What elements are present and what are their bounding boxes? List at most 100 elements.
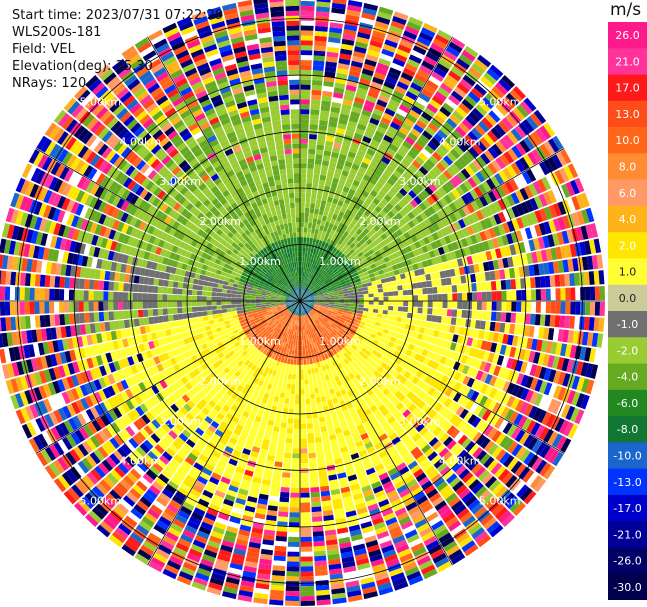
velocity-gate [363, 385, 371, 393]
velocity-gate [371, 173, 380, 182]
velocity-gate [348, 422, 356, 430]
velocity-gate [376, 373, 384, 381]
velocity-gate [265, 239, 271, 246]
velocity-gate [273, 311, 278, 315]
velocity-gate [270, 232, 276, 238]
velocity-gate [304, 302, 310, 305]
velocity-gate [390, 207, 399, 216]
velocity-gate [250, 186, 258, 193]
velocity-gate [159, 323, 166, 331]
velocity-gate [256, 294, 262, 297]
velocity-gate [303, 320, 305, 326]
velocity-gate [315, 278, 320, 283]
velocity-gate [401, 396, 410, 405]
velocity-gate [353, 158, 362, 166]
velocity-gate [244, 236, 251, 243]
velocity-gate [268, 268, 274, 274]
velocity-gate [447, 293, 453, 301]
velocity-gate [200, 215, 209, 224]
velocity-gate [260, 237, 266, 244]
velocity-gate [268, 358, 274, 364]
velocity-gate [284, 148, 292, 155]
velocity-gate [308, 148, 316, 155]
velocity-gate [251, 288, 258, 292]
velocity-gate [390, 173, 399, 183]
velocity-gate [433, 345, 441, 354]
velocity-gate [205, 325, 211, 332]
velocity-gate [248, 260, 254, 267]
velocity-gate [274, 320, 280, 326]
velocity-gate [275, 456, 284, 463]
velocity-gate [294, 310, 297, 315]
velocity-gate [184, 324, 191, 332]
velocity-gate [214, 201, 223, 210]
velocity-gate [304, 379, 309, 385]
velocity-gate [281, 213, 287, 220]
velocity-gate [280, 260, 284, 266]
velocity-gate [231, 416, 240, 424]
velocity-gate [279, 286, 284, 291]
velocity-gate [224, 213, 232, 221]
velocity-gate [201, 386, 210, 395]
velocity-gate [337, 251, 343, 257]
velocity-gate [324, 336, 329, 343]
velocity-gate [336, 432, 344, 439]
velocity-gate [284, 327, 288, 333]
velocity-gate [354, 175, 363, 183]
velocity-gate [177, 294, 183, 301]
velocity-gate [300, 251, 303, 257]
velocity-gate [305, 324, 308, 330]
velocity-gate [292, 448, 300, 454]
velocity-gate [260, 365, 267, 371]
velocity-gate [199, 257, 206, 264]
velocity-gate [232, 258, 238, 264]
velocity-gate [233, 400, 241, 408]
velocity-gate [219, 185, 228, 194]
velocity-gate [257, 274, 263, 279]
velocity-gate [296, 305, 299, 311]
velocity-gate [305, 202, 310, 208]
velocity-gate [289, 197, 295, 204]
velocity-gate [476, 292, 482, 301]
velocity-gate [340, 217, 347, 225]
velocity-gate [288, 408, 294, 414]
velocity-gate [191, 301, 197, 307]
velocity-gate [447, 301, 453, 309]
velocity-gate [276, 307, 282, 310]
velocity-gate [382, 328, 389, 335]
velocity-gate [358, 307, 364, 311]
velocity-gate [269, 322, 275, 328]
velocity-gate [138, 276, 145, 285]
velocity-gate [310, 310, 315, 315]
velocity-gate [376, 331, 383, 337]
velocity-gate [333, 260, 339, 267]
velocity-gate [338, 307, 344, 311]
velocity-gate [330, 182, 338, 189]
velocity-gate [410, 319, 417, 326]
velocity-gate [385, 391, 394, 400]
velocity-gate [113, 282, 119, 291]
velocity-gate [472, 301, 478, 310]
velocity-gate [205, 270, 211, 277]
velocity-gate [216, 366, 223, 374]
velocity-gate [273, 252, 278, 259]
velocity-gate [431, 337, 438, 345]
velocity-gate [358, 304, 364, 308]
velocity-gate [423, 328, 430, 335]
velocity-gate [250, 409, 258, 416]
velocity-gate [152, 301, 158, 309]
velocity-gate [219, 370, 227, 378]
velocity-gate [340, 241, 347, 248]
velocity-gate [216, 236, 224, 243]
velocity-gate [442, 245, 450, 254]
velocity-gate [331, 330, 337, 336]
velocity-gate [268, 244, 273, 250]
velocity-gate [315, 154, 323, 160]
velocity-gate [246, 295, 252, 299]
velocity-gate [222, 177, 231, 186]
velocity-gate [361, 404, 370, 412]
velocity-gate [300, 301, 305, 303]
velocity-gate [256, 276, 262, 281]
velocity-gate [314, 314, 319, 319]
velocity-gate [152, 286, 159, 294]
